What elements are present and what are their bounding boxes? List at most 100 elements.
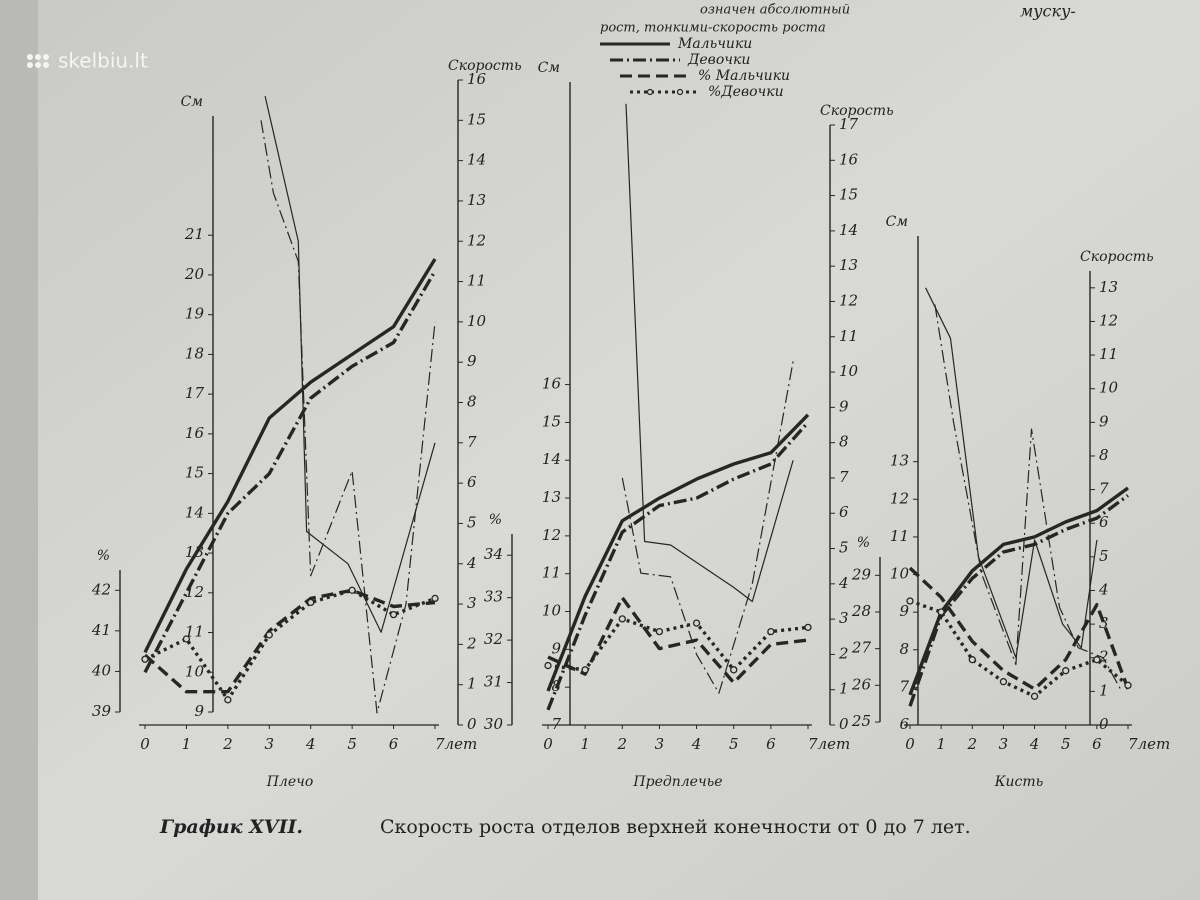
x-tick-label: 3 — [265, 735, 275, 753]
y-tick-label: 16 — [467, 70, 487, 88]
y-tick-label: 13 — [839, 256, 858, 274]
x-tick-label: 1 — [580, 735, 590, 753]
y-tick-label: 27 — [851, 639, 872, 657]
y-tick-label: 2 — [466, 634, 477, 652]
chart-title: Кисть — [994, 774, 1044, 790]
y-tick-label: 11 — [185, 623, 204, 641]
y-tick-label: 34 — [484, 545, 503, 563]
x-tick-label: 2 — [222, 735, 233, 753]
caption: Скорость роста отделов верхней конечност… — [380, 816, 971, 838]
y-tick-label: 7 — [1099, 480, 1109, 498]
series-line — [260, 120, 436, 714]
y2-axis-label: Скорость — [448, 58, 522, 74]
y-tick-label: 32 — [484, 630, 503, 648]
chart: 0 1 2 3 4 5 6 7лет78910111213141516См0123456789… — [484, 60, 894, 790]
y-tick-label: 25 — [851, 712, 871, 730]
y-tick-label: 5 — [467, 513, 477, 531]
y-tick-label: 10 — [467, 312, 487, 330]
legend-marker — [676, 88, 684, 96]
y-tick-label: 17 — [839, 115, 859, 133]
chart: 0 1 2 3 4 5 6 7лет9101112131415161718192021См01… — [91, 58, 522, 790]
series-line — [909, 599, 1130, 698]
watermark: skelbiu.lt — [58, 49, 148, 73]
x-tick-label: 1 — [936, 735, 946, 753]
y-tick-label: 13 — [542, 488, 561, 506]
y-tick-label: 15 — [185, 464, 204, 482]
y-tick-label: 6 — [1099, 513, 1109, 531]
y-tick-label: 13 — [890, 452, 909, 470]
series-point — [804, 623, 812, 632]
y-tick-label: 1 — [467, 675, 477, 693]
y-tick-label: 4 — [1098, 580, 1109, 598]
y-tick-label: 18 — [185, 344, 204, 362]
y-tick-label: 12 — [467, 231, 486, 249]
charts: 0 1 2 3 4 5 6 7лет9101112131415161718192021См01… — [91, 58, 1170, 790]
series-point — [937, 608, 945, 616]
x-tick-label: 5 — [729, 735, 739, 753]
y-tick-label: 8 — [1099, 446, 1109, 464]
legend-label: Мальчики — [677, 36, 752, 52]
series-line — [934, 304, 1123, 692]
x-tick-label: 2 — [617, 735, 628, 753]
y-axis-label: См — [886, 214, 908, 230]
caption-label: График XVII. — [159, 816, 303, 838]
y-tick-label: 6 — [839, 503, 849, 521]
x-tick-label: 2 — [967, 735, 978, 753]
corner-text: муску- — [1020, 2, 1076, 21]
y-tick-label: 11 — [890, 527, 909, 545]
series-line — [143, 588, 436, 694]
y-tick-label: 7 — [467, 433, 477, 451]
y-tick-label: 2 — [1098, 648, 1109, 666]
y-tick-label: 10 — [185, 662, 205, 680]
y-tick-label: 12 — [839, 291, 858, 309]
y-tick-label: 9 — [551, 639, 561, 657]
y-tick-label: 13 — [1099, 278, 1118, 296]
y-tick-label: 9 — [839, 397, 849, 415]
series-point — [655, 627, 664, 636]
legend-marker — [646, 88, 654, 96]
y-tick-label: 33 — [484, 588, 503, 606]
y-tick-label: 42 — [91, 580, 111, 598]
series-line — [625, 103, 794, 603]
y-tick-label: 14 — [542, 450, 561, 468]
y-tick-label: 39 — [92, 702, 112, 720]
chart-title: Предплечье — [632, 774, 722, 790]
y-tick-label: 26 — [851, 675, 872, 693]
y-tick-label: 14 — [185, 503, 204, 521]
series-line — [546, 413, 810, 692]
series-line — [547, 617, 809, 672]
x-tick-label: 0 — [905, 735, 915, 753]
series-point — [431, 594, 439, 603]
y-tick-label: 11 — [542, 564, 561, 582]
y-tick-label: 20 — [184, 265, 205, 283]
y-tick-label: 6 — [467, 473, 477, 491]
y3-axis-label: % — [857, 535, 870, 551]
y-tick-label: 7 — [899, 677, 909, 695]
y-tick-label: 10 — [1099, 379, 1119, 397]
y-tick-label: 31 — [484, 673, 503, 691]
x-tick-label: 7лет — [435, 735, 477, 753]
x-tick-label: 4 — [305, 735, 316, 753]
y-tick-label: 0 — [467, 715, 477, 733]
y-tick-label: 17 — [185, 384, 205, 402]
series-line — [547, 596, 809, 685]
y-tick-label: 3 — [1099, 614, 1109, 632]
series-line — [908, 494, 1129, 707]
series-line — [143, 258, 437, 654]
y-tick-label: 11 — [839, 327, 858, 345]
y-tick-label: 9 — [467, 352, 477, 370]
series-line — [621, 361, 794, 694]
y-tick-label: 12 — [185, 583, 204, 601]
y-tick-label: 11 — [467, 272, 486, 290]
x-tick-label: 6 — [766, 735, 776, 753]
series-point — [348, 586, 356, 594]
y-tick-label: 0 — [1099, 715, 1109, 733]
y-tick-label: 5 — [839, 539, 849, 557]
y-tick-label: 15 — [542, 412, 561, 430]
series-point — [307, 598, 315, 607]
series-point — [544, 661, 552, 670]
y-tick-label: 16 — [839, 150, 859, 168]
y3-axis-label: % — [97, 548, 110, 564]
page-edge — [0, 0, 38, 900]
